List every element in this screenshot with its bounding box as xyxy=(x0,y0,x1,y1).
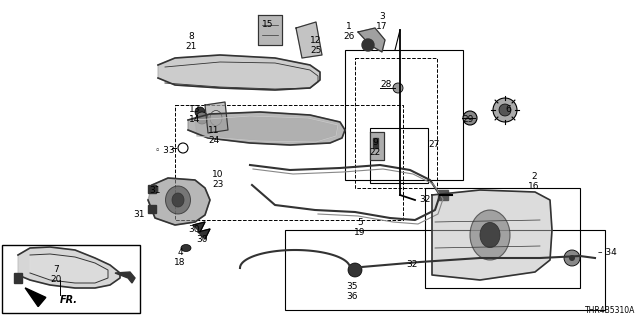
Polygon shape xyxy=(18,247,120,288)
Text: 6: 6 xyxy=(505,105,511,114)
Bar xyxy=(373,138,378,148)
Polygon shape xyxy=(432,190,552,280)
Polygon shape xyxy=(370,132,384,160)
Circle shape xyxy=(493,98,517,122)
Polygon shape xyxy=(205,102,228,133)
Polygon shape xyxy=(165,62,318,89)
Text: 31: 31 xyxy=(134,210,145,219)
Polygon shape xyxy=(158,55,320,90)
Bar xyxy=(14,273,22,283)
Circle shape xyxy=(564,250,580,266)
Bar xyxy=(345,50,463,180)
Text: 4
18: 4 18 xyxy=(174,248,186,268)
Text: FR.: FR. xyxy=(60,295,78,305)
Bar xyxy=(175,105,403,220)
Polygon shape xyxy=(195,116,338,142)
Text: THR4B5310A: THR4B5310A xyxy=(584,306,635,315)
Text: 35
36: 35 36 xyxy=(346,282,358,301)
Bar xyxy=(355,58,437,188)
Text: 31: 31 xyxy=(150,186,161,195)
Circle shape xyxy=(463,111,477,125)
Ellipse shape xyxy=(210,110,222,125)
Text: 8
21: 8 21 xyxy=(186,32,196,52)
Text: 30: 30 xyxy=(196,235,208,244)
Circle shape xyxy=(393,83,403,93)
Polygon shape xyxy=(25,288,46,307)
Polygon shape xyxy=(188,112,345,145)
Ellipse shape xyxy=(166,186,191,214)
Polygon shape xyxy=(258,15,282,45)
Circle shape xyxy=(569,255,575,261)
Ellipse shape xyxy=(172,193,184,207)
Bar xyxy=(438,190,448,200)
Text: 10
23: 10 23 xyxy=(212,170,224,189)
Text: 32: 32 xyxy=(420,195,431,204)
Circle shape xyxy=(348,263,362,277)
Text: 15: 15 xyxy=(262,20,274,29)
Text: 27: 27 xyxy=(429,140,440,149)
Polygon shape xyxy=(198,229,210,239)
Polygon shape xyxy=(115,272,135,283)
Circle shape xyxy=(196,112,208,124)
Text: 5
19: 5 19 xyxy=(355,218,365,237)
Bar xyxy=(425,188,580,288)
Polygon shape xyxy=(358,28,385,52)
Text: 7
20: 7 20 xyxy=(51,265,61,284)
Text: 11
24: 11 24 xyxy=(208,126,220,145)
Bar xyxy=(148,185,156,193)
Text: 28: 28 xyxy=(380,80,392,89)
Bar xyxy=(148,205,156,213)
Text: 32: 32 xyxy=(406,260,418,269)
Ellipse shape xyxy=(181,244,191,252)
Text: 12
25: 12 25 xyxy=(310,36,322,55)
Polygon shape xyxy=(148,178,210,225)
Bar xyxy=(370,128,428,183)
Polygon shape xyxy=(193,222,205,232)
Text: – 34: – 34 xyxy=(598,248,617,257)
Text: ◦ 33: ◦ 33 xyxy=(156,146,175,155)
Text: 3
17: 3 17 xyxy=(376,12,388,31)
Circle shape xyxy=(499,104,511,116)
Circle shape xyxy=(362,39,374,51)
Text: 13
14: 13 14 xyxy=(189,105,201,124)
Text: 30: 30 xyxy=(189,225,200,234)
Ellipse shape xyxy=(470,210,510,260)
Bar xyxy=(285,230,605,310)
Text: 2
16: 2 16 xyxy=(528,172,540,191)
Circle shape xyxy=(195,107,205,117)
Text: 1
26: 1 26 xyxy=(343,22,355,41)
Bar xyxy=(2,245,140,313)
Polygon shape xyxy=(296,22,322,58)
Text: 9
22: 9 22 xyxy=(369,138,381,157)
Ellipse shape xyxy=(480,222,500,247)
Polygon shape xyxy=(30,254,108,283)
Text: 29: 29 xyxy=(462,115,474,124)
